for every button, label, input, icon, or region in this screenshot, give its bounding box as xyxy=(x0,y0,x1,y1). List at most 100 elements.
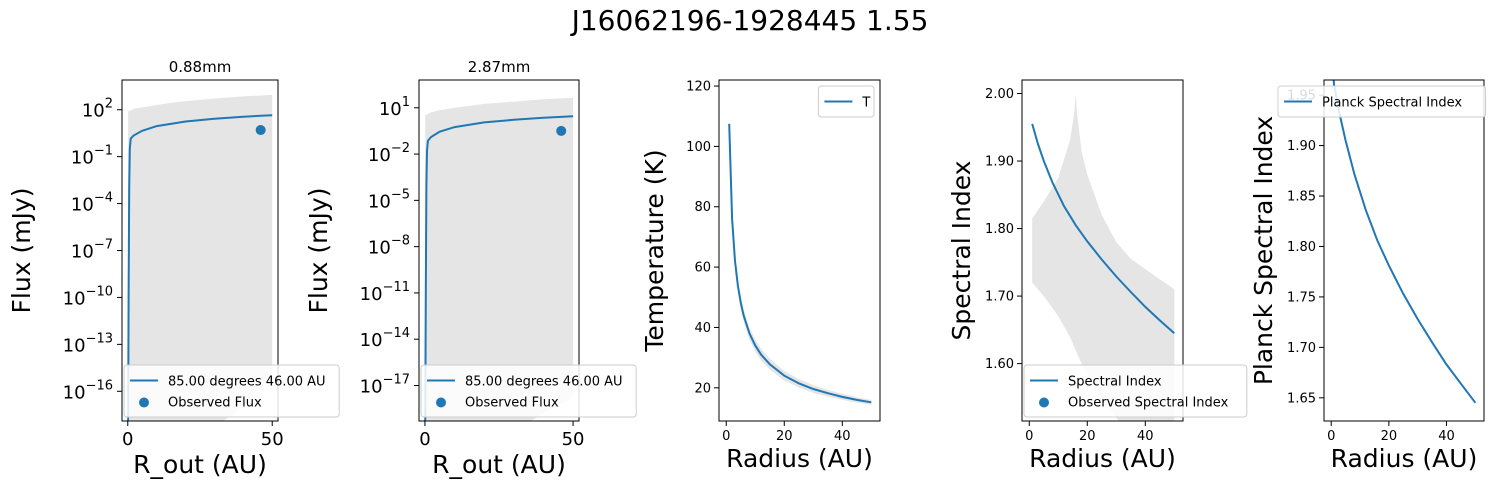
plot-area xyxy=(1332,80,1477,404)
y-tick-label: 80 xyxy=(694,200,711,215)
y-tick-label: 1.90 xyxy=(1287,139,1316,154)
series-line-1 xyxy=(127,114,273,421)
legend-box xyxy=(123,364,340,418)
plot-area xyxy=(424,97,574,421)
y-tick-label: 120 xyxy=(686,80,711,95)
axes-frame xyxy=(418,79,580,422)
y-tick-label: 10−5 xyxy=(368,187,410,212)
y-tick-label: 10−8 xyxy=(368,234,410,259)
y-tick-label: 10−16 xyxy=(63,378,113,403)
y-tick-label: 1.80 xyxy=(1287,240,1316,255)
x-axis-label: Radius (AU) xyxy=(1029,444,1176,473)
x-tick-label: 20 xyxy=(1381,429,1398,444)
legend-label: Observed Spectral Index xyxy=(1068,396,1229,411)
legend-marker-swatch xyxy=(436,397,446,408)
y-tick-label: 101 xyxy=(379,95,410,120)
y-tick-label: 1.70 xyxy=(985,290,1014,305)
x-axis-label: Radius (AU) xyxy=(726,444,873,473)
legend-box xyxy=(420,364,637,418)
uncertainty-band xyxy=(1032,93,1175,421)
y-tick-label: 10−1 xyxy=(71,144,113,169)
x-axis-label: R_out (AU) xyxy=(133,450,267,479)
series-line-1 xyxy=(424,115,574,421)
y-tick-label: 1.60 xyxy=(985,357,1014,372)
chart-panel-4: 0 20 40 1.60 1.70 1.80 1.90 2.00 Radius (AU) Spec… xyxy=(947,79,1248,473)
series-line-1 xyxy=(1031,123,1175,334)
legend-label: Planck Spectral Index xyxy=(1322,96,1462,111)
axes-frame xyxy=(1323,79,1485,422)
y-axis-label: Temperature (K) xyxy=(640,149,669,352)
y-axis-label: Spectral Index xyxy=(947,161,976,341)
x-tick-label: 0 xyxy=(419,429,430,450)
plot-area xyxy=(1031,93,1175,421)
legend-label: Observed Flux xyxy=(465,396,559,411)
legend-marker-swatch xyxy=(1039,397,1049,408)
y-tick-label: 10−14 xyxy=(360,326,410,351)
series-line-1 xyxy=(1332,80,1477,404)
y-tick-label: 10−2 xyxy=(368,141,410,166)
chart-panel-3: 0 20 40 20 40 60 80 100 120 Radius (AU) Temperatur… xyxy=(640,79,881,473)
chart-panel-1: 0 50 102 10−1 10−4 10−7 10−10 10−13 10−16 R_out (… xyxy=(7,58,340,479)
y-tick-label: 102 xyxy=(82,97,113,122)
legend: Planck Spectral Index xyxy=(1277,85,1487,118)
y-tick-label: 10−17 xyxy=(360,373,410,398)
plot-area xyxy=(127,94,273,421)
chart-panel-5: 020401.651.701.751.801.851.901.95Radius … xyxy=(1249,79,1487,473)
chart-panel-2: 0 50 101 10−2 10−5 10−8 10−11 10−14 10−17 R_out (… xyxy=(304,58,637,479)
legend-label: Spectral Index xyxy=(1068,375,1162,390)
x-tick-label: 0 xyxy=(1327,429,1335,444)
y-tick-label: 100 xyxy=(686,140,711,155)
panel-title: 0.88mm xyxy=(169,58,232,76)
y-axis-label: Flux (mJy) xyxy=(304,188,333,314)
plot-area xyxy=(728,120,872,405)
y-tick-label: 1.70 xyxy=(1287,341,1316,356)
series-line-1 xyxy=(728,123,872,404)
x-tick-label: 40 xyxy=(1438,429,1455,444)
legend: 85.00 degrees 46.00 AU Observed Flux xyxy=(420,364,637,418)
x-tick-label: 0 xyxy=(1025,429,1033,444)
y-tick-label: 1.80 xyxy=(985,222,1014,237)
legend: Spectral Index Observed Spectral Index xyxy=(1023,364,1248,418)
x-tick-label: 20 xyxy=(776,429,793,444)
axes-frame xyxy=(718,79,881,422)
y-tick-label: 10−4 xyxy=(71,191,113,216)
legend-label: 85.00 degrees 46.00 AU xyxy=(465,375,623,390)
data-point xyxy=(255,125,266,136)
y-tick-label: 20 xyxy=(694,381,711,396)
y-tick-label: 1.90 xyxy=(985,155,1014,170)
y-axis-label: Flux (mJy) xyxy=(7,188,36,314)
y-tick-label: 10−13 xyxy=(63,331,113,356)
y-tick-label: 1.65 xyxy=(1287,391,1316,406)
legend-label: Observed Flux xyxy=(168,396,262,411)
uncertainty-band xyxy=(729,120,872,405)
x-tick-label: 50 xyxy=(562,429,585,450)
legend-label: 85.00 degrees 46.00 AU xyxy=(168,375,326,390)
legend: T xyxy=(817,85,875,118)
x-tick-label: 20 xyxy=(1079,429,1096,444)
y-tick-label: 60 xyxy=(694,261,711,276)
panel-title: 2.87mm xyxy=(468,58,531,76)
y-tick-label: 40 xyxy=(694,321,711,336)
x-axis-label: R_out (AU) xyxy=(432,450,566,479)
x-axis-label: Radius (AU) xyxy=(1331,444,1478,473)
data-point xyxy=(556,125,567,136)
x-tick-label: 40 xyxy=(1137,429,1154,444)
legend-marker-swatch xyxy=(139,397,149,408)
y-tick-label: 10−10 xyxy=(63,284,113,309)
legend-box xyxy=(1277,85,1487,118)
legend: 85.00 degrees 46.00 AU Observed Flux xyxy=(123,364,340,418)
x-tick-label: 0 xyxy=(122,429,133,450)
uncertainty-band xyxy=(425,97,574,421)
uncertainty-band xyxy=(128,94,273,421)
axes-frame xyxy=(1021,79,1184,422)
y-tick-label: 2.00 xyxy=(985,87,1014,102)
x-tick-label: 40 xyxy=(834,429,851,444)
legend-label: T xyxy=(861,96,870,111)
figure-title: J16062196-1928445 1.55 xyxy=(571,4,929,37)
y-tick-label: 1.75 xyxy=(1287,290,1316,305)
y-axis-label: Planck Spectral Index xyxy=(1249,116,1278,385)
y-tick-label: 10−11 xyxy=(360,280,410,305)
y-tick-label: 1.85 xyxy=(1287,190,1316,205)
x-tick-label: 50 xyxy=(261,429,284,450)
